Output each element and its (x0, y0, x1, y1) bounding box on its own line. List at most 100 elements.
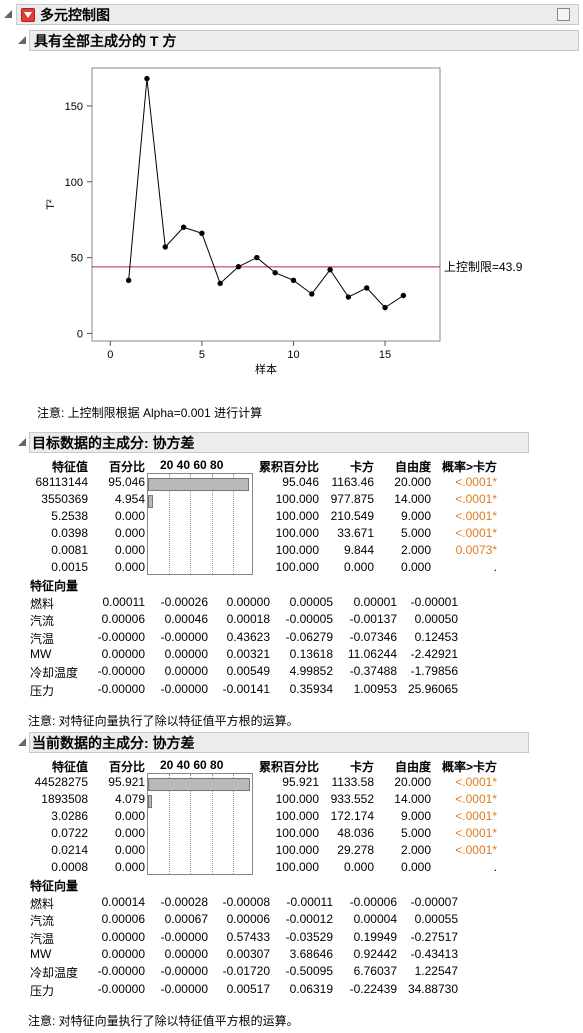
eigenvalue-cell: 3550369 (41, 492, 88, 506)
eigenvector-row-label: 汽流 (30, 914, 55, 929)
eigenvector-cell: -0.00007 (410, 895, 458, 909)
eigenvalue-cell: 1893508 (41, 792, 88, 806)
df-cell: 0.000 (400, 560, 431, 574)
eigenvector-cell: 0.13618 (289, 646, 333, 661)
bar-gridline (232, 774, 234, 874)
eigenvector-cell: 0.00055 (414, 912, 458, 927)
col-header: 概率>卡方 (441, 760, 497, 774)
eigenvector-cell: -0.00008 (222, 895, 270, 909)
percent-bar (148, 778, 250, 791)
percent-cell: 0.000 (114, 860, 145, 874)
target-pc-table: 特征值 百分比 20 40 60 80 累积百分比 卡方 自由度 概率>卡方 68113144… (0, 458, 583, 728)
bar-gridline (190, 774, 192, 874)
prob-cell: <.0001* (455, 826, 497, 840)
data-point (235, 263, 242, 270)
data-point (290, 277, 297, 284)
cum-percent-cell: 100.000 (275, 826, 319, 840)
eigenvector-cell: 0.00000 (164, 646, 208, 661)
eigenvector-cell: 0.57433 (226, 929, 270, 944)
eigenvector-cell: 0.00001 (353, 595, 397, 609)
red-triangle-menu-icon[interactable] (21, 7, 35, 22)
col-header: 自由度 (394, 760, 431, 774)
eigenvector-row-label: 汽温 (30, 631, 55, 646)
chisq-cell: 977.875 (330, 492, 374, 506)
prob-cell: <.0001* (455, 792, 497, 806)
bar-gridline (211, 774, 213, 874)
x-tick-label: 5 (199, 349, 205, 361)
eigenvector-cell: 0.00549 (226, 664, 270, 679)
col-header: 20 40 60 80 (160, 758, 224, 772)
chisq-cell: 9.844 (343, 543, 374, 557)
collapse-t2-icon[interactable] (17, 35, 27, 45)
eigenvector-cell: 0.00046 (164, 612, 208, 627)
eigenvector-cell: -0.00000 (97, 981, 145, 996)
series-line (128, 78, 404, 309)
report-header: 多元控制图 (16, 4, 579, 25)
df-cell: 20.000 (394, 475, 431, 489)
chisq-cell: 1133.58 (331, 775, 375, 789)
eigenvector-cell: 0.00004 (353, 912, 397, 927)
cum-percent-cell: 100.000 (275, 560, 319, 574)
df-cell: 5.000 (400, 526, 431, 540)
eigenvector-cell: -0.00000 (97, 629, 145, 644)
percent-cell: 0.000 (114, 526, 145, 540)
collapse-report-icon[interactable] (3, 9, 13, 19)
eigenvector-cell: 4.99852 (289, 664, 333, 679)
eigenvector-cell: 0.00307 (226, 946, 270, 961)
eigenvector-title: 特征向量 (30, 879, 79, 893)
chisq-cell: 0.000 (343, 860, 374, 874)
eigenvector-row-label: MW (30, 946, 52, 961)
col-header: 概率>卡方 (441, 460, 497, 474)
col-header: 百分比 (108, 460, 145, 474)
df-cell: 9.000 (400, 509, 431, 523)
eigenvector-cell: -0.00001 (410, 595, 458, 609)
prob-cell: 0.0073* (455, 543, 497, 557)
df-cell: 14.000 (394, 492, 431, 506)
eigenvector-cell: 0.00000 (164, 664, 208, 679)
percent-bar (148, 495, 154, 508)
y-tick-label: 100 (65, 177, 83, 189)
eigenvector-cell: 25.96065 (407, 681, 458, 696)
data-point (345, 294, 352, 300)
eigenvector-cell: -0.00000 (160, 929, 208, 944)
eigenvector-cell: -0.00000 (160, 981, 208, 996)
eigenvector-cell: 0.00321 (226, 646, 270, 661)
eigenvector-cell: 0.00000 (101, 946, 145, 961)
eigenvalue-cell: 0.0081 (51, 543, 88, 557)
restore-window-icon[interactable] (557, 8, 570, 21)
report-title: 多元控制图 (40, 6, 110, 23)
bar-gridline (232, 474, 234, 574)
percent-cell: 0.000 (114, 843, 145, 857)
eigenvector-cell: -0.00141 (222, 681, 270, 696)
eigenvalue-cell: 0.0015 (51, 560, 88, 574)
bar-gridline (169, 774, 171, 874)
t2-section-header[interactable]: 具有全部主成分的 T 方 (29, 30, 579, 51)
eigenvector-cell: 0.00014 (101, 895, 145, 909)
eigenvector-row-label: 压力 (30, 983, 55, 998)
eigenvector-cell: 1.00953 (353, 681, 397, 696)
eigenvector-cell: 0.00006 (226, 912, 270, 927)
eigenvalue-cell: 3.0286 (51, 809, 88, 823)
eigenvector-cell: -1.79856 (410, 664, 458, 679)
eigenvector-cell: -0.07346 (349, 629, 397, 644)
col-header: 卡方 (349, 460, 374, 474)
df-cell: 9.000 (400, 809, 431, 823)
t2-alpha-note: 注意: 上控制限根据 Alpha=0.001 进行计算 (37, 406, 263, 420)
cum-percent-cell: 100.000 (275, 543, 319, 557)
eigenvalue-cell: 44528275 (34, 775, 88, 789)
eigenvector-cell: -0.00000 (160, 964, 208, 979)
eigenvector-cell: 0.00000 (226, 595, 270, 609)
chisq-cell: 172.174 (330, 809, 374, 823)
df-cell: 2.000 (400, 543, 431, 557)
current-section-header[interactable]: 当前数据的主成分: 协方差 (29, 732, 529, 753)
x-tick-label: 15 (379, 349, 391, 361)
eigenvector-row-label: 冷却温度 (30, 966, 79, 981)
target-section-header[interactable]: 目标数据的主成分: 协方差 (29, 432, 529, 453)
col-header: 特征值 (51, 760, 88, 774)
eigenvector-cell: 3.68646 (289, 946, 333, 961)
collapse-target-icon[interactable] (17, 437, 27, 447)
eigenvector-cell: 0.00011 (102, 595, 146, 609)
prob-cell: <.0001* (455, 492, 497, 506)
collapse-current-icon[interactable] (17, 737, 27, 747)
eigenvector-cell: -0.00026 (160, 595, 208, 609)
